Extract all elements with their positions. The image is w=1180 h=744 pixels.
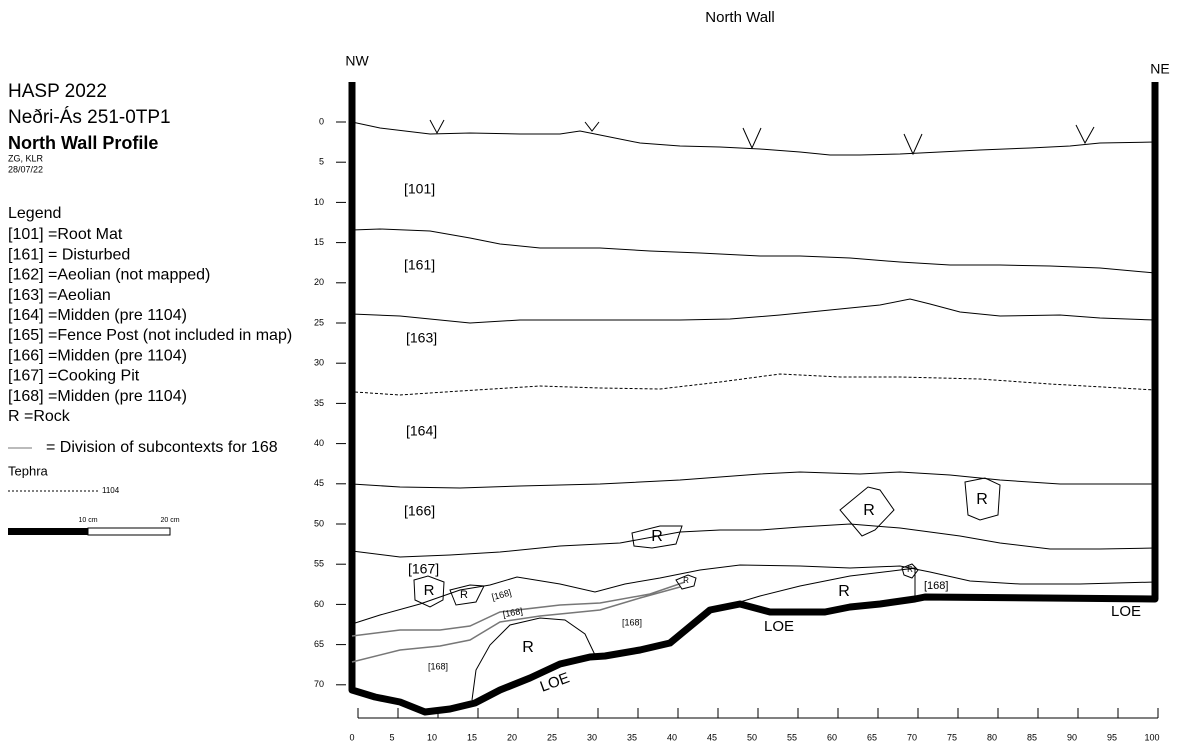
profile-drawing: North Wall NW NE HASP 2022 Neðri-Ás 251-0TP1…	[0, 0, 1180, 744]
depth-tick-label: 55	[314, 559, 324, 569]
distance-tick-label: 10	[427, 732, 437, 742]
wall-end-label: NE	[1150, 61, 1169, 77]
project: HASP 2022	[8, 81, 107, 102]
legend-item: [165] =Fence Post (not included in map)	[8, 327, 292, 344]
depth-tick-label: 15	[314, 237, 324, 247]
depth-tick-label: 5	[319, 157, 324, 167]
site: Neðri-Ás 251-0TP1	[8, 107, 171, 128]
depth-tick-label: 0	[319, 116, 324, 126]
title: North Wall	[705, 9, 774, 26]
distance-tick-label: 80	[987, 732, 997, 742]
layer-label: [161]	[404, 257, 435, 273]
distance-tick-label: 60	[827, 732, 837, 742]
distance-tick-label: 65	[867, 732, 877, 742]
rock-label: R	[683, 576, 689, 585]
layer-label: [168]	[924, 580, 948, 592]
rock-label: R	[838, 583, 850, 600]
depth-tick-label: 20	[314, 277, 324, 287]
depth-tick-label: 60	[314, 599, 324, 609]
background	[0, 0, 1180, 744]
distance-tick-label: 15	[467, 732, 477, 742]
legend-heading: Legend	[8, 205, 61, 222]
scale-label: 20 cm	[160, 517, 179, 524]
rock-label: R	[907, 565, 913, 574]
layer-label: [164]	[406, 423, 437, 439]
legend-item: = Division of subcontexts for 168	[46, 439, 278, 456]
rock-label: R	[651, 528, 663, 545]
layer-label: [167]	[408, 561, 439, 577]
depth-tick-label: 70	[314, 679, 324, 689]
wall-end-label: NW	[345, 53, 369, 69]
rock-label: R	[424, 582, 435, 599]
depth-tick-label: 50	[314, 518, 324, 528]
depth-tick-label: 40	[314, 438, 324, 448]
layer-label: [101]	[404, 181, 435, 197]
rock-label: R	[976, 491, 988, 508]
date: 28/07/22	[8, 164, 43, 174]
legend-item: [161] = Disturbed	[8, 246, 130, 263]
distance-tick-label: 75	[947, 732, 957, 742]
distance-tick-label: 25	[547, 732, 557, 742]
recorders: ZG, KLR	[8, 153, 44, 163]
distance-tick-label: 20	[507, 732, 517, 742]
depth-tick-label: 45	[314, 478, 324, 488]
legend-item: [164] =Midden (pre 1104)	[8, 307, 187, 324]
depth-tick-label: 65	[314, 639, 324, 649]
loe-label: LOE	[1111, 603, 1141, 620]
legend-item: [166] =Midden (pre 1104)	[8, 347, 187, 364]
distance-tick-label: 70	[907, 732, 917, 742]
legend-item: [162] =Aeolian (not mapped)	[8, 267, 210, 284]
scale-bar-white	[88, 528, 170, 535]
depth-tick-label: 25	[314, 317, 324, 327]
scale-label: 10 cm	[78, 517, 97, 524]
distance-tick-label: 95	[1107, 732, 1117, 742]
distance-tick-label: 90	[1067, 732, 1077, 742]
legend-item: [101] =Root Mat	[8, 226, 123, 243]
legend-item: R =Rock	[8, 408, 71, 425]
distance-tick-label: 35	[627, 732, 637, 742]
legend-item: [167] =Cooking Pit	[8, 368, 140, 385]
rock-label: R	[522, 639, 534, 656]
depth-tick-label: 30	[314, 358, 324, 368]
distance-tick-label: 100	[1144, 732, 1159, 742]
distance-tick-label: 50	[747, 732, 757, 742]
distance-tick-label: 40	[667, 732, 677, 742]
rock-label: R	[863, 502, 875, 519]
legend-item: [168] =Midden (pre 1104)	[8, 388, 187, 405]
loe-label: LOE	[764, 618, 794, 635]
distance-tick-label: 5	[389, 732, 394, 742]
profile-title: North Wall Profile	[8, 133, 158, 153]
depth-tick-label: 35	[314, 398, 324, 408]
depth-tick-label: 10	[314, 197, 324, 207]
tephra-value: 1104	[102, 486, 120, 495]
layer-label: [168]	[428, 661, 448, 671]
distance-tick-label: 55	[787, 732, 797, 742]
rock-label: R	[460, 589, 468, 601]
layer-label: [168]	[622, 617, 642, 627]
layer-label: [163]	[406, 330, 437, 346]
tephra-heading: Tephra	[8, 463, 49, 478]
layer-label: [166]	[404, 503, 435, 519]
distance-tick-label: 45	[707, 732, 717, 742]
distance-tick-label: 30	[587, 732, 597, 742]
legend-item: [163] =Aeolian	[8, 287, 111, 304]
scale-bar-black	[8, 528, 88, 535]
distance-tick-label: 0	[349, 732, 354, 742]
distance-tick-label: 85	[1027, 732, 1037, 742]
